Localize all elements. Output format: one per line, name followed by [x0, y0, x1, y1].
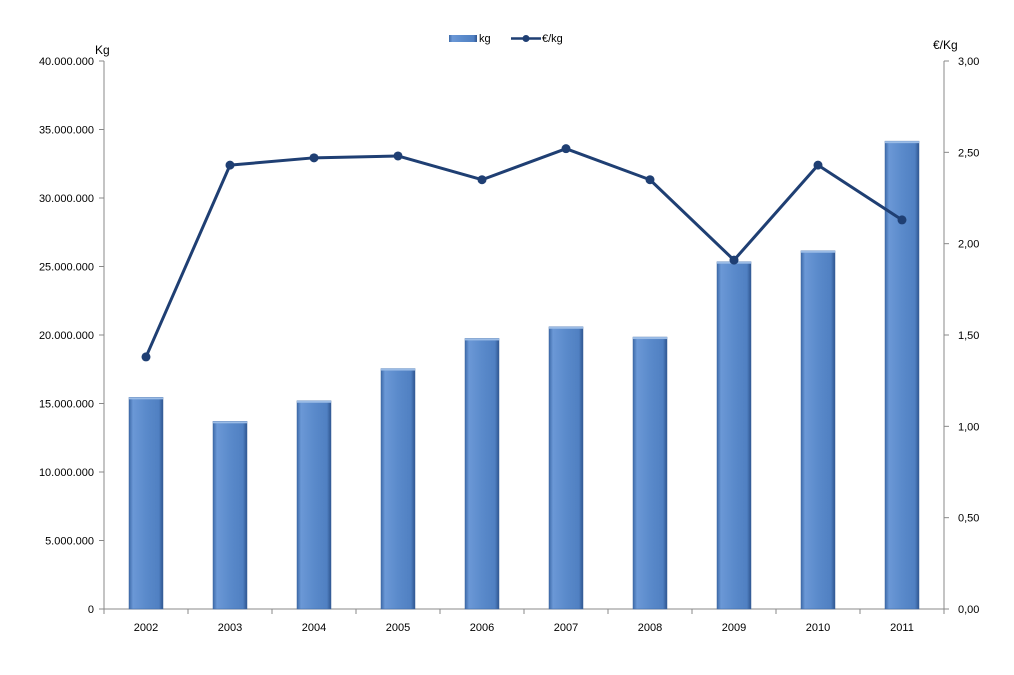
- bar-series-kg: [128, 140, 920, 610]
- x-tick-label: 2008: [638, 622, 662, 634]
- bar-top-highlight: [381, 368, 415, 371]
- x-tick-label: 2006: [470, 622, 494, 634]
- x-tick-label: 2003: [218, 622, 242, 634]
- line-series-price: [141, 144, 907, 362]
- bar-kg-2006: [464, 338, 500, 610]
- bar-top-highlight: [885, 141, 919, 144]
- y-axis-right-ticks: 0,00 0,50 1,00 1,50 2,00 2,50 3,00: [944, 56, 979, 616]
- y-left-tick-label: 15.000.000: [39, 399, 94, 411]
- x-tick-label: 2009: [722, 622, 746, 634]
- x-tick-label: 2004: [302, 622, 326, 634]
- bar-kg-2004: [296, 400, 332, 610]
- legend-swatch-price-marker: [522, 35, 530, 42]
- bar-top-highlight: [801, 250, 835, 253]
- price-point-2009: [729, 255, 739, 265]
- legend: kg €/kg: [449, 33, 563, 45]
- price-point-2002: [141, 352, 151, 362]
- price-point-2003: [225, 160, 235, 170]
- bar-top-highlight: [129, 397, 163, 400]
- y-right-tick-label: 1,50: [958, 330, 979, 342]
- x-axis-ticks: 2002 2003 2004 2005 2006 2007 2008 2009 2010 2011: [103, 609, 945, 634]
- y-axis-left-title: Kg: [95, 43, 110, 57]
- y-right-tick-label: 0,50: [958, 513, 979, 525]
- y-axis-left-ticks: 0 5.000.000 10.000.000 15.000.000 20.000.000…: [39, 56, 104, 616]
- bar-top-highlight: [297, 400, 331, 403]
- x-tick-label: 2002: [134, 622, 158, 634]
- y-left-tick-label: 10.000.000: [39, 467, 94, 479]
- bar-kg-2003: [212, 421, 248, 610]
- y-right-tick-label: 3,00: [958, 56, 979, 68]
- y-right-tick-label: 0,00: [958, 604, 979, 616]
- price-point-2011: [897, 215, 907, 225]
- y-left-tick-label: 35.000.000: [39, 125, 94, 137]
- bar-kg-2009: [716, 261, 752, 610]
- y-left-tick-label: 0: [88, 604, 94, 616]
- price-line: [144, 147, 903, 358]
- price-point-2008: [645, 175, 655, 185]
- bar-top-highlight: [465, 338, 499, 341]
- bar-kg-2005: [380, 368, 416, 610]
- y-right-tick-label: 2,00: [958, 239, 979, 251]
- x-tick-label: 2011: [890, 622, 914, 634]
- x-tick-label: 2007: [554, 622, 578, 634]
- bar-top-highlight: [549, 326, 583, 329]
- price-point-2007: [561, 144, 571, 154]
- y-left-tick-label: 40.000.000: [39, 56, 94, 68]
- price-point-2006: [477, 175, 487, 185]
- y-right-tick-label: 2,50: [958, 147, 979, 159]
- price-point-2004: [309, 153, 319, 163]
- legend-label-price: €/kg: [542, 33, 563, 45]
- x-tick-label: 2010: [806, 622, 830, 634]
- bar-kg-2007: [548, 326, 584, 610]
- price-point-2010: [813, 160, 823, 170]
- bar-top-highlight: [633, 337, 667, 340]
- y-right-tick-label: 1,00: [958, 421, 979, 433]
- y-axis-right-title: €/Kg: [933, 38, 958, 52]
- y-left-tick-label: 30.000.000: [39, 193, 94, 205]
- legend-label-kg: kg: [479, 33, 491, 45]
- bar-top-highlight: [213, 421, 247, 424]
- bar-kg-2008: [632, 336, 668, 610]
- y-left-tick-label: 5.000.000: [45, 536, 94, 548]
- x-tick-label: 2005: [386, 622, 410, 634]
- legend-swatch-kg: [449, 35, 477, 42]
- price-point-2005: [393, 151, 403, 161]
- y-left-tick-label: 25.000.000: [39, 262, 94, 274]
- bar-kg-2002: [128, 397, 164, 610]
- y-left-tick-label: 20.000.000: [39, 330, 94, 342]
- bar-kg-2010: [800, 250, 836, 610]
